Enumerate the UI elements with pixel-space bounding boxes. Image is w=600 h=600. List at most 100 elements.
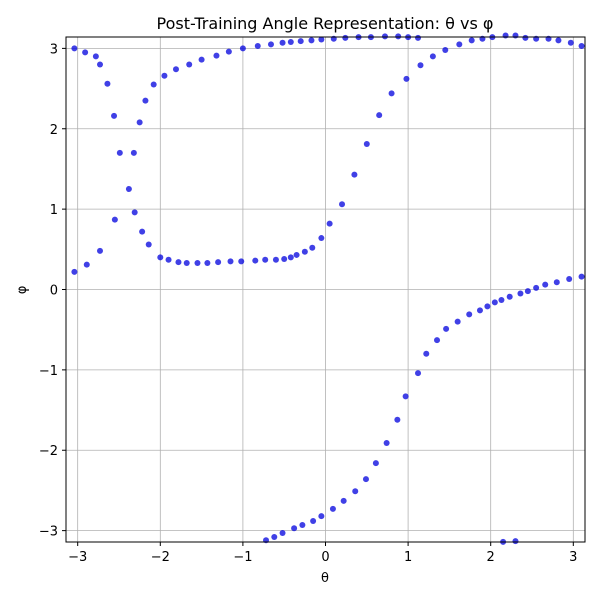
y-tick-label: 2	[50, 123, 58, 138]
data-point	[150, 81, 157, 88]
data-point	[383, 440, 390, 447]
x-tick-label: 2	[487, 550, 495, 565]
data-point	[252, 257, 259, 264]
data-point	[82, 49, 89, 56]
data-point	[318, 513, 325, 520]
x-axis-label: θ	[321, 571, 329, 586]
x-tick-label: −3	[68, 550, 87, 565]
data-point	[502, 32, 509, 39]
data-point	[395, 33, 402, 40]
x-tick-label: 3	[569, 550, 577, 565]
data-point	[111, 112, 118, 119]
data-point	[116, 149, 123, 156]
data-point	[213, 52, 220, 59]
data-point	[388, 90, 395, 97]
data-point	[339, 201, 346, 208]
data-point	[183, 259, 190, 266]
data-point	[194, 259, 201, 266]
data-point	[506, 293, 513, 300]
data-point	[456, 41, 463, 48]
y-tick-label: 1	[50, 203, 58, 218]
data-point	[468, 37, 475, 44]
data-point	[308, 37, 315, 44]
data-point	[555, 37, 562, 44]
data-point	[287, 254, 294, 261]
data-point	[443, 325, 450, 332]
grid	[66, 37, 585, 542]
data-point	[186, 61, 193, 68]
x-axis-ticks: −3 −2 −1 0 1 2 3	[68, 542, 577, 565]
data-point	[142, 97, 149, 104]
y-tick-label: 3	[50, 42, 58, 57]
data-point	[402, 393, 409, 400]
data-point	[442, 46, 449, 53]
data-point	[136, 119, 143, 126]
data-point	[403, 75, 410, 82]
data-point	[342, 34, 349, 41]
data-point	[287, 38, 294, 45]
data-point	[372, 460, 379, 467]
data-point	[517, 290, 524, 297]
x-tick-label: 1	[404, 550, 412, 565]
data-point	[318, 36, 325, 43]
data-point	[131, 209, 138, 216]
data-point	[434, 337, 441, 344]
data-point	[310, 517, 317, 524]
data-point	[198, 56, 205, 63]
data-point	[71, 268, 78, 275]
x-tick-label: −2	[151, 550, 170, 565]
data-point	[363, 141, 370, 148]
data-point	[271, 534, 278, 541]
data-point	[362, 476, 369, 483]
y-tick-label: −1	[39, 364, 58, 379]
y-axis-label: φ	[15, 286, 30, 295]
data-point	[161, 72, 168, 79]
data-point	[281, 255, 288, 262]
data-point	[533, 284, 540, 291]
data-point	[512, 32, 519, 39]
data-point	[524, 288, 531, 295]
data-point	[415, 34, 422, 41]
data-point	[145, 241, 152, 248]
data-point	[498, 296, 505, 303]
data-point	[238, 258, 245, 265]
data-point	[139, 228, 146, 235]
data-point	[165, 256, 172, 263]
data-point	[415, 370, 422, 377]
data-point	[130, 149, 137, 156]
data-point	[376, 112, 383, 119]
data-point	[318, 235, 325, 242]
data-point	[175, 259, 182, 266]
data-point	[204, 259, 211, 266]
data-point	[239, 45, 246, 52]
data-point	[297, 38, 304, 45]
data-point	[454, 318, 461, 325]
data-point	[272, 256, 279, 263]
data-point	[340, 497, 347, 504]
data-point	[567, 39, 574, 46]
data-point	[309, 244, 316, 251]
data-point	[484, 303, 491, 310]
data-point	[417, 62, 424, 69]
y-axis-ticks: −3 −2 −1 0 1 2 3	[39, 42, 66, 540]
data-point	[172, 66, 179, 73]
data-point	[351, 171, 358, 178]
data-point	[352, 488, 359, 495]
data-point	[215, 259, 222, 266]
y-tick-label: −2	[39, 444, 58, 459]
data-point	[96, 61, 103, 68]
data-point	[394, 416, 401, 423]
data-point	[429, 53, 436, 60]
data-point	[225, 48, 232, 55]
data-point	[104, 80, 111, 87]
data-point	[293, 251, 300, 258]
data-point	[522, 34, 529, 41]
data-point	[476, 307, 483, 314]
y-tick-label: −3	[39, 525, 58, 540]
data-point	[291, 525, 298, 532]
data-point	[542, 281, 549, 288]
data-point	[279, 39, 286, 46]
data-point	[491, 299, 498, 306]
data-point	[566, 276, 573, 283]
data-point	[299, 521, 306, 528]
